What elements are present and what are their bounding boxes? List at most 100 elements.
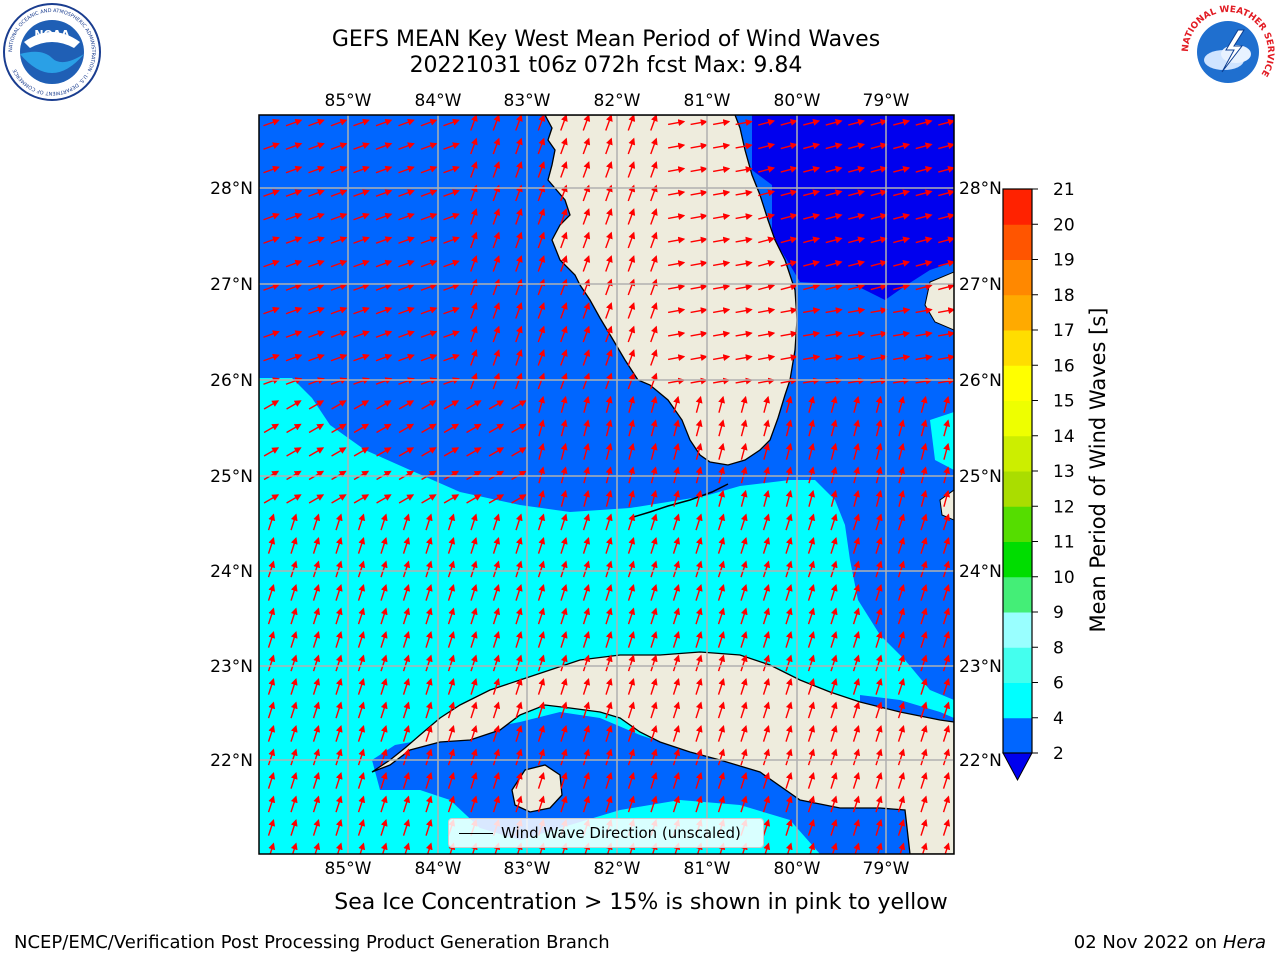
wave-direction-arrow	[447, 631, 456, 648]
wave-direction-arrow	[830, 489, 838, 507]
lat-label-left: 26°N	[210, 371, 253, 391]
wave-direction-arrow	[627, 537, 636, 554]
wave-direction-arrow	[853, 442, 861, 460]
wave-direction-arrow	[852, 748, 861, 766]
wave-direction-arrow	[376, 447, 392, 457]
wave-direction-arrow	[312, 631, 321, 648]
sea-ice-note: Sea Ice Concentration > 15% is shown in …	[334, 890, 948, 915]
wave-direction-arrow	[511, 423, 527, 434]
wave-direction-arrow	[915, 259, 933, 267]
wave-direction-arrow	[425, 772, 433, 789]
wave-direction-arrow	[897, 537, 906, 554]
lon-label-bottom: 84°W	[415, 859, 462, 879]
wave-direction-arrow	[605, 325, 613, 343]
wave-direction-arrow	[830, 701, 838, 719]
wave-direction-arrow	[380, 795, 388, 813]
wave-direction-arrow	[717, 631, 726, 648]
wave-direction-arrow	[627, 607, 636, 625]
wave-direction-arrow	[380, 584, 388, 601]
wave-direction-arrow	[335, 537, 343, 554]
wave-direction-arrow	[537, 302, 546, 319]
wave-direction-arrow	[605, 537, 613, 554]
wave-direction-arrow	[335, 631, 343, 648]
wave-direction-arrow	[335, 819, 343, 836]
wave-direction-arrow	[870, 283, 888, 291]
wave-direction-arrow	[443, 353, 460, 362]
wave-direction-arrow	[937, 354, 954, 362]
wave-direction-arrow	[808, 842, 816, 854]
wave-direction-arrow	[875, 442, 883, 460]
wave-direction-arrow	[807, 772, 816, 789]
wave-direction-arrow	[560, 489, 568, 507]
wave-direction-arrow	[308, 423, 325, 434]
wave-direction-arrow	[627, 748, 636, 766]
wave-direction-arrow	[712, 283, 731, 291]
wave-direction-arrow	[785, 607, 793, 625]
wave-direction-arrow	[312, 795, 321, 813]
wave-direction-arrow	[785, 442, 793, 460]
wave-direction-arrow	[735, 260, 753, 268]
wave-direction-arrow	[470, 208, 478, 225]
wave-direction-arrow	[667, 236, 686, 244]
wave-direction-arrow	[267, 795, 276, 813]
wave-direction-arrow	[650, 442, 658, 460]
wave-direction-arrow	[807, 654, 816, 672]
wave-direction-arrow	[515, 349, 523, 366]
lon-label-bottom: 80°W	[774, 859, 821, 879]
wave-direction-arrow	[605, 631, 613, 648]
wave-direction-arrow	[830, 748, 838, 766]
wave-direction-arrow	[312, 584, 321, 601]
wave-direction-arrow	[582, 513, 591, 531]
wave-direction-arrow	[470, 654, 478, 672]
wave-direction-arrow	[492, 772, 501, 789]
wave-direction-arrow	[717, 513, 726, 531]
wave-direction-arrow	[492, 349, 501, 366]
wave-direction-arrow	[695, 701, 703, 719]
wave-direction-arrow	[375, 283, 393, 291]
wave-direction-arrow	[803, 142, 821, 150]
wave-direction-arrow	[830, 819, 838, 836]
wave-direction-arrow	[398, 330, 415, 338]
wave-direction-arrow	[515, 654, 523, 672]
wave-direction-arrow	[492, 325, 501, 343]
lon-label-bottom: 83°W	[504, 859, 551, 879]
wave-direction-arrow	[420, 283, 438, 291]
wave-direction-arrow	[402, 748, 411, 766]
colorbar-segment	[1003, 365, 1032, 401]
wave-direction-arrow	[735, 236, 753, 244]
wave-direction-arrow	[515, 701, 523, 719]
wave-direction-arrow	[807, 537, 816, 554]
wave-direction-arrow	[380, 842, 388, 854]
wave-direction-arrow	[825, 283, 843, 291]
wave-direction-arrow	[893, 142, 911, 150]
lat-label-left: 23°N	[210, 657, 253, 677]
colorbar-label: Mean Period of Wind Waves [s]	[1086, 308, 1110, 633]
wave-direction-arrow	[712, 330, 731, 338]
wave-direction-arrow	[893, 212, 911, 220]
wave-direction-arrow	[672, 795, 681, 813]
wave-direction-arrow	[897, 513, 906, 531]
wave-direction-arrow	[537, 795, 546, 813]
wave-direction-arrow	[605, 255, 613, 272]
wave-direction-arrow	[852, 795, 861, 813]
wave-direction-arrow	[515, 678, 523, 695]
wave-direction-arrow	[560, 678, 568, 695]
wave-direction-arrow	[492, 208, 501, 225]
wave-direction-arrow	[330, 353, 348, 362]
wave-direction-arrow	[290, 584, 298, 601]
wave-direction-arrow	[627, 115, 636, 131]
wave-direction-arrow	[807, 819, 816, 836]
wave-direction-arrow	[627, 255, 636, 272]
colorbar-tick-label: 19	[1053, 251, 1075, 271]
wave-direction-arrow	[380, 654, 388, 672]
wave-direction-arrow	[470, 725, 478, 742]
wave-direction-arrow	[735, 142, 753, 150]
wave-direction-arrow	[650, 419, 658, 437]
wave-direction-arrow	[420, 142, 438, 150]
wave-direction-arrow	[515, 513, 523, 531]
wave-direction-arrow	[870, 307, 888, 315]
wave-direction-arrow	[717, 584, 726, 601]
wave-direction-arrow	[830, 513, 838, 531]
wave-direction-arrow	[808, 419, 816, 437]
wave-direction-arrow	[466, 494, 482, 504]
